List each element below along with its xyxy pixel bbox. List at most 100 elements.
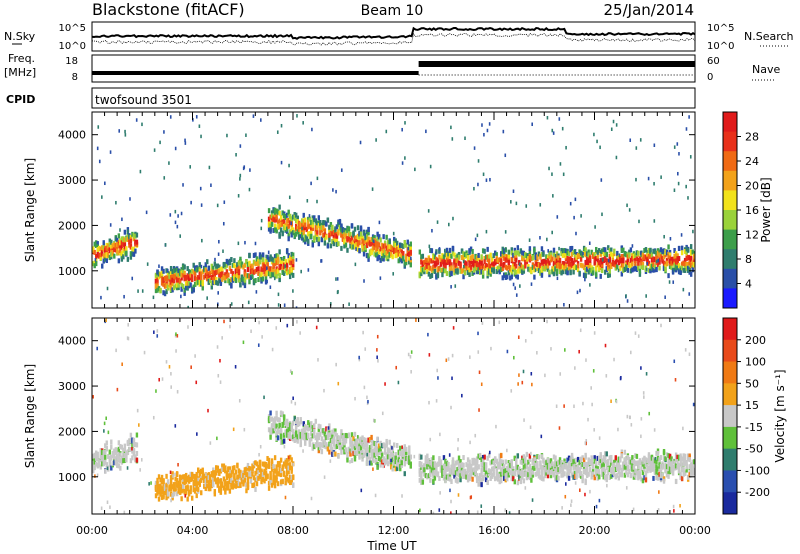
scatter-cell (608, 474, 611, 480)
scatter-cell (451, 457, 455, 463)
scatter-cell (194, 281, 197, 287)
scatter-cell (172, 285, 176, 291)
scatter-cell (460, 248, 464, 254)
scatter-cell (402, 243, 405, 249)
scatter-cell (275, 435, 278, 441)
scatter-cell (497, 464, 500, 470)
scatter-cell (525, 463, 529, 469)
scatter-cell (427, 262, 431, 268)
scatter-cell (601, 471, 604, 477)
scatter-cell (276, 460, 280, 466)
scatter-cell (494, 260, 497, 266)
scatter-cell (459, 469, 462, 475)
scatter-cell (652, 248, 655, 254)
scatter-cell (96, 244, 99, 250)
scatter-cell (406, 458, 409, 464)
scatter-cell (305, 434, 308, 440)
scatter-cell (261, 476, 265, 482)
scatter-cell (278, 417, 281, 423)
scatter-cell (350, 443, 354, 449)
scatter-cell (361, 438, 364, 444)
scatter-cell (301, 434, 304, 440)
scatter-cell (246, 472, 250, 478)
scatter-cell (290, 474, 293, 480)
scatter-cell (444, 267, 447, 273)
scatter-cell (368, 241, 372, 247)
scatter-cell (166, 272, 170, 278)
scatter-cell (95, 450, 98, 456)
scatter-cell (396, 461, 399, 467)
scatter-cell (350, 458, 354, 464)
scatter-cell (494, 458, 497, 464)
scatter-cell (340, 433, 343, 439)
scatter-cell (628, 252, 631, 258)
scatter-cell (438, 475, 441, 481)
scatter-cell (243, 269, 247, 275)
scatter-cell (510, 256, 513, 262)
scatter-cell (359, 445, 363, 451)
scatter-cell (685, 249, 688, 255)
scatter-cell (537, 251, 541, 257)
scatter-cell (279, 457, 283, 463)
scatter-cell (95, 461, 98, 467)
scatter-cell (525, 451, 529, 457)
scatter-cell (598, 460, 601, 466)
scatter-cell (598, 455, 601, 461)
scatter-cell (376, 231, 379, 237)
scatter-cell (251, 466, 254, 472)
scatter-cell (430, 461, 434, 467)
scatter-cell (278, 218, 281, 224)
scatter-cell (288, 465, 292, 471)
scatter-cell (397, 454, 400, 460)
scatter-cell (423, 467, 426, 473)
scatter-cell (290, 221, 293, 225)
scatter-cell (519, 248, 523, 254)
scatter-cell (154, 484, 158, 490)
scatter-cell (272, 479, 275, 485)
scatter-cell (542, 458, 545, 464)
scatter-cell (601, 458, 604, 464)
scatter-cell (234, 278, 238, 284)
scatter-cell (200, 134, 202, 139)
scatter-cell (483, 248, 486, 254)
scatter-cell (566, 250, 569, 256)
scatter-cell (399, 466, 402, 472)
scatter-cell (667, 254, 670, 260)
scatter-cell (162, 478, 165, 484)
scatter-cell (273, 421, 277, 427)
scatter-cell (314, 225, 318, 231)
scatter-cell (329, 437, 333, 443)
scatter-cell (598, 248, 601, 254)
scatter-cell (365, 240, 369, 246)
scatter-cell (134, 233, 137, 239)
scatter-cell (225, 269, 229, 275)
scatter-cell (432, 473, 435, 479)
scatter-cell (531, 264, 535, 270)
scatter-cell (180, 211, 183, 216)
scatter-cell (131, 444, 134, 450)
scatter-cell (291, 475, 295, 481)
scatter-cell (429, 477, 432, 483)
scatter-cell (338, 437, 342, 443)
scatter-cell (533, 274, 536, 280)
scatter-cell (359, 140, 362, 145)
scatter-cell (572, 249, 575, 255)
scatter-cell (317, 223, 321, 229)
scatter-cell (264, 465, 268, 471)
scatter-cell (105, 258, 108, 264)
scatter-cell (524, 263, 527, 269)
scatter-cell (590, 471, 593, 477)
scatter-cell (250, 276, 252, 280)
scatter-cell (444, 472, 447, 478)
scatter-cell (617, 457, 621, 463)
scatter-cell (560, 463, 563, 469)
scatter-cell (370, 250, 373, 256)
scatter-cell (243, 475, 247, 481)
scatter-cell (542, 258, 545, 264)
scatter-cell (408, 455, 411, 461)
scatter-cell (307, 216, 310, 222)
scatter-cell (235, 153, 237, 157)
scatter-cell (480, 260, 483, 266)
scatter-cell (391, 457, 394, 463)
scatter-cell (187, 491, 191, 497)
